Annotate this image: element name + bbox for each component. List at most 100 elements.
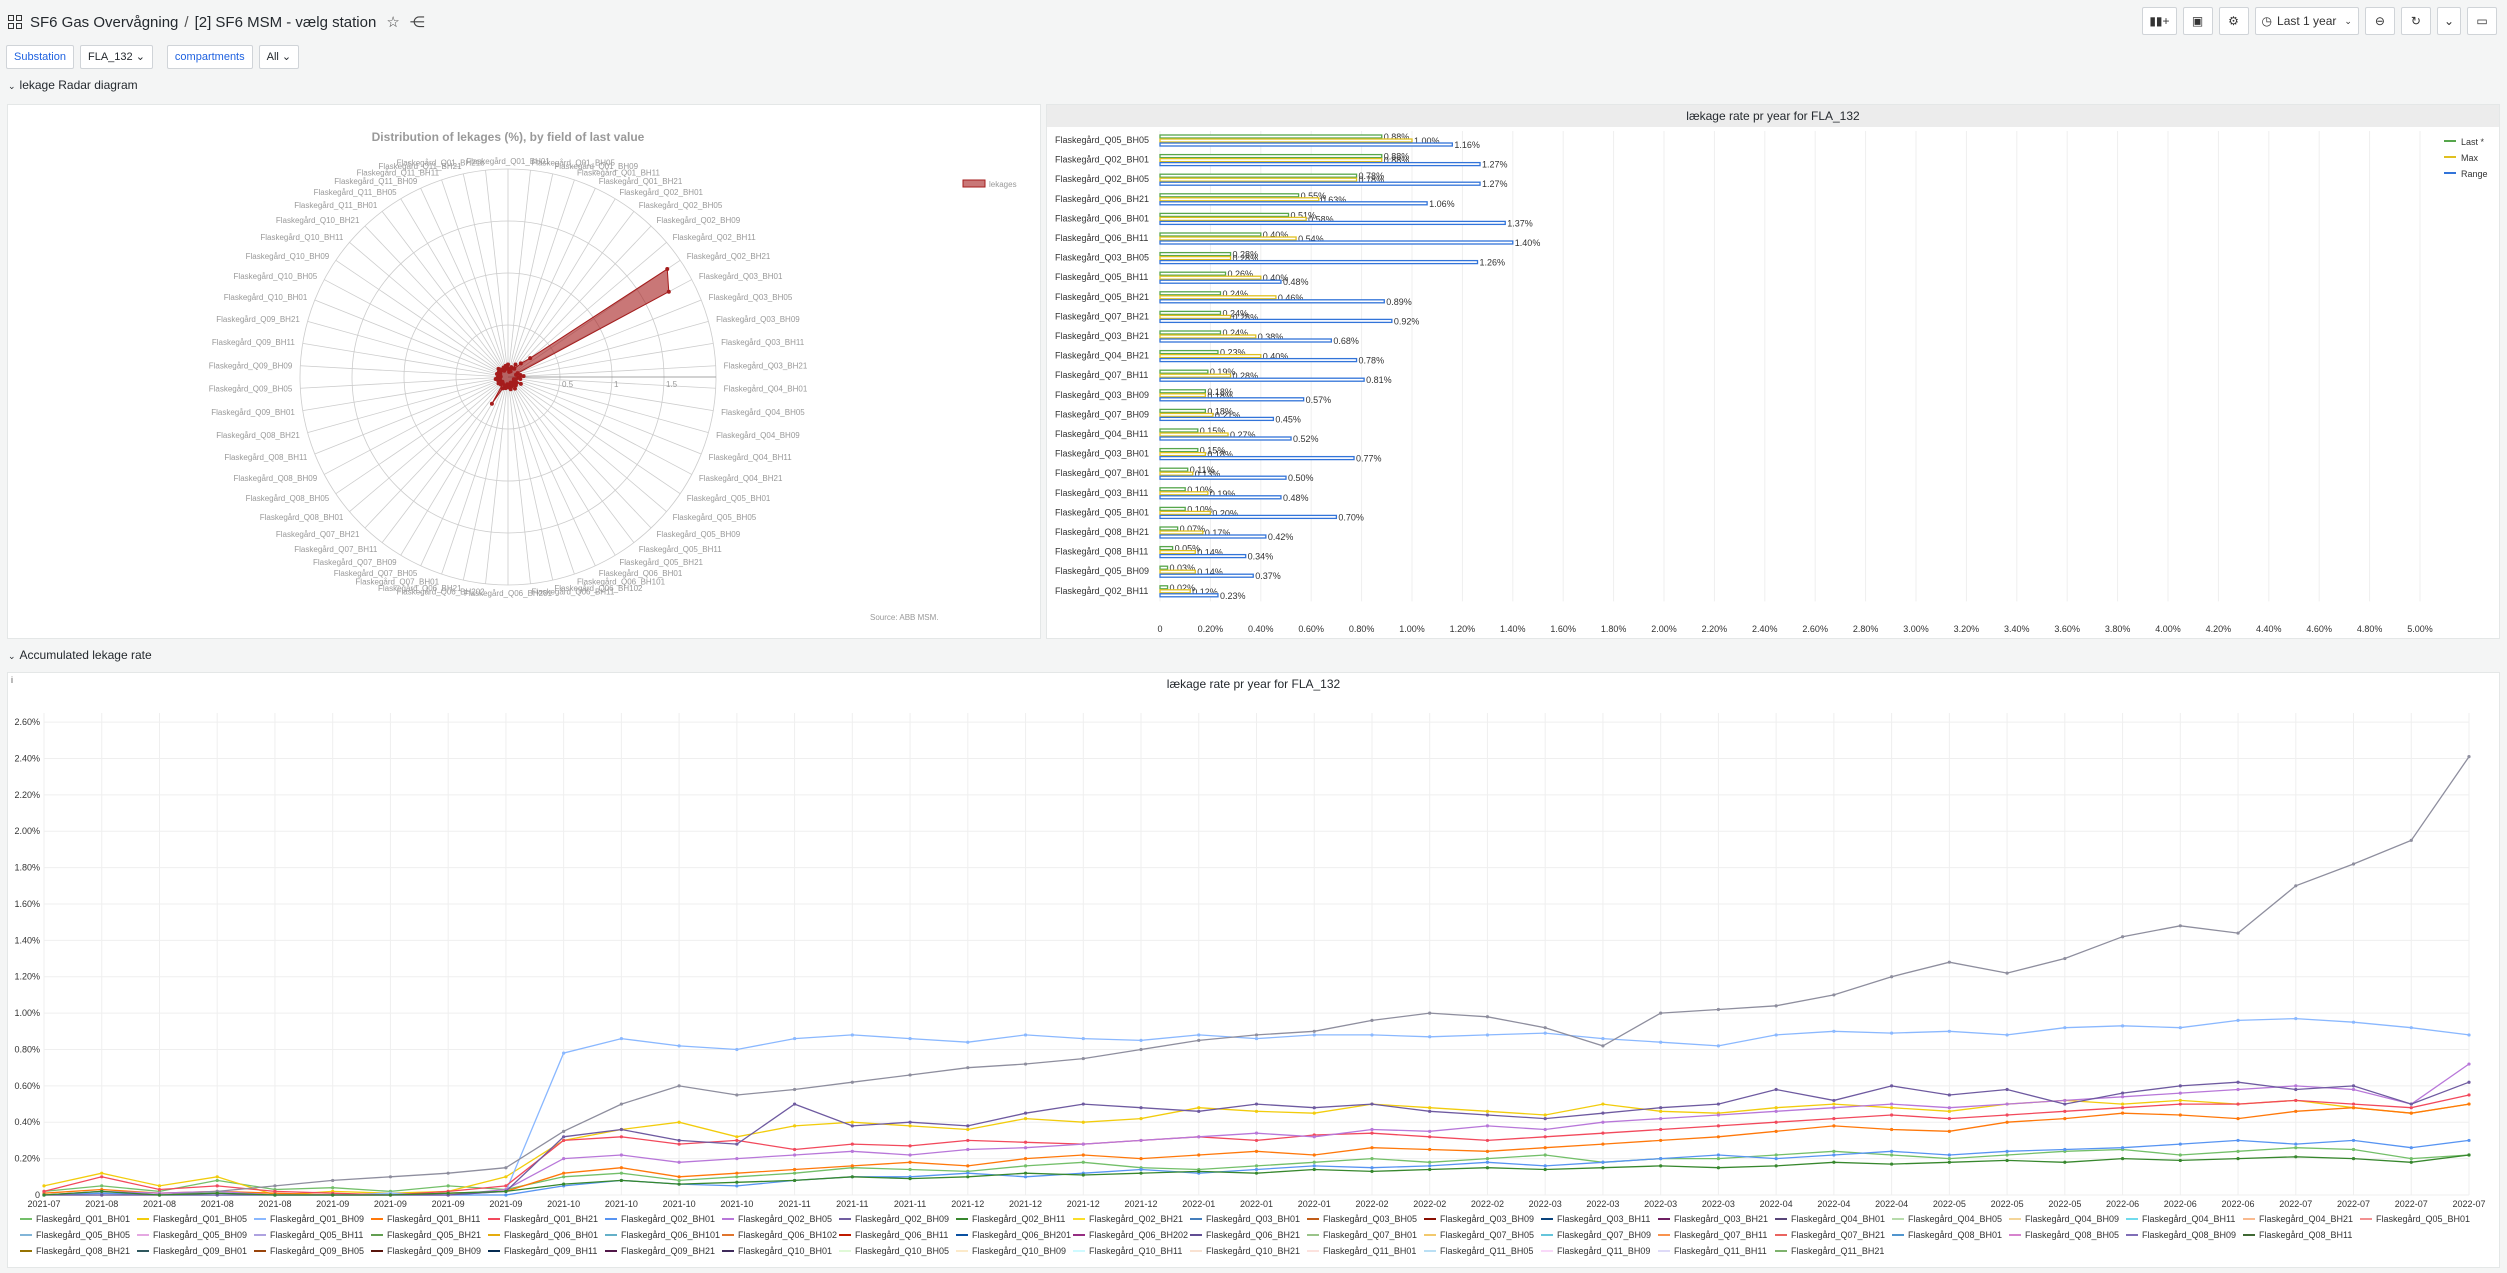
line-point	[562, 1157, 566, 1161]
line-panel-title[interactable]: lækage rate pr year for FLA_132	[1166, 677, 1341, 691]
bar-last	[1159, 369, 1209, 374]
radar-point	[500, 386, 505, 391]
radar-spoke	[507, 320, 709, 378]
bar-category-label: Flaskegård_Q03_BH09	[1055, 390, 1149, 400]
radar-axis-label: Flaskegård_Q03_BH21	[724, 361, 808, 370]
breadcrumb-dashboard[interactable]: [2] SF6 MSM - vælg station	[194, 13, 377, 31]
bar-data-label: 0.28%	[1233, 312, 1259, 322]
line-point	[2178, 1102, 2182, 1106]
info-icon[interactable]: i	[11, 675, 13, 685]
save-icon[interactable]: ▣	[2182, 7, 2213, 35]
bar-data-label: 1.00%	[1414, 136, 1440, 146]
row-radar[interactable]: ⌄ lekage Radar diagram	[8, 78, 138, 92]
row-accum[interactable]: ⌄ Accumulated lekage rate	[8, 648, 152, 662]
bar-panel-title[interactable]: lækage rate pr year for FLA_132	[1047, 105, 2499, 127]
bar-x-tick: 1.20%	[1450, 624, 1476, 634]
line-point	[2120, 1146, 2125, 1150]
line-legend-label: Flaskegård_Q01_BH09	[270, 1214, 364, 1224]
line-x-tick: 2022-03	[1529, 1199, 1562, 1209]
line-point	[1890, 975, 1894, 979]
radar-axis-label: Flaskegård_Q09_BH05	[209, 385, 293, 394]
line-x-tick: 2021-12	[1009, 1199, 1042, 1209]
line-x-tick: 2021-08	[85, 1199, 118, 1209]
line-point	[966, 1175, 970, 1179]
dashboard-grid-icon[interactable]	[8, 15, 22, 29]
line-legend-label: Flaskegård_Q10_BH05	[855, 1246, 949, 1256]
line-legend-label: Flaskegård_Q09_BH05	[270, 1246, 364, 1256]
bar-data-label: 0.54%	[1298, 234, 1324, 244]
line-point	[1716, 1124, 1721, 1128]
bar-max	[1159, 589, 1191, 594]
line-point	[1832, 1124, 1836, 1128]
bar-range	[1159, 573, 1254, 578]
star-icon[interactable]: ☆	[386, 14, 400, 31]
refresh-icon[interactable]: ↻	[2400, 7, 2431, 35]
line-legend-label: Flaskegård_Q11_BH21	[1791, 1246, 1884, 1256]
line-point	[1832, 1149, 1836, 1153]
bar-data-label: 1.27%	[1482, 160, 1508, 170]
substation-select[interactable]: FLA_132 ⌄	[79, 45, 153, 69]
line-legend-label: Flaskegård_Q06_BH101	[621, 1230, 720, 1240]
line-point	[388, 1175, 393, 1179]
radar-point	[505, 366, 510, 371]
line-legend-label: Flaskegård_Q11_BH01	[1323, 1246, 1416, 1256]
line-point	[2409, 1111, 2413, 1115]
chevron-down-icon: ⌄	[2344, 15, 2352, 26]
line-point	[908, 1036, 912, 1041]
line-point	[677, 1084, 681, 1088]
line-legend-label: Flaskegård_Q03_BH21	[1674, 1214, 1768, 1224]
bar-category-label: Flaskegård_Q06_BH01	[1055, 213, 1149, 223]
breadcrumb-folder[interactable]: SF6 Gas Overvågning	[30, 13, 179, 31]
line-legend-label: Flaskegård_Q06_BH102	[738, 1230, 837, 1240]
line-x-tick: 2022-06	[2164, 1199, 2197, 1209]
compartments-select[interactable]: All ⌄	[258, 45, 300, 69]
line-y-tick: 0.80%	[14, 1044, 40, 1054]
zoom-out-icon[interactable]: ⊖	[2364, 7, 2395, 35]
line-point	[2236, 1138, 2240, 1143]
line-legend-label: Flaskegård_Q10_BH01	[738, 1246, 832, 1256]
line-point	[2120, 1095, 2125, 1099]
line-legend-label: Flaskegård_Q07_BH01	[1323, 1230, 1417, 1240]
time-range-picker[interactable]: ◷ Last 1 year ⌄	[2254, 7, 2359, 35]
line-point	[1312, 1111, 1316, 1115]
share-icon[interactable]: ⋲	[409, 14, 425, 31]
bar-last	[1159, 291, 1222, 296]
line-point	[2005, 1087, 2009, 1092]
line-point	[1832, 1098, 1836, 1103]
line-panel: i lækage rate pr year for FLA_132 0 0.20%…	[7, 672, 2500, 1268]
bar-x-tick: 1.40%	[1500, 624, 1526, 634]
gear-icon[interactable]: ⚙	[2218, 7, 2249, 35]
line-point	[1543, 1113, 1547, 1117]
line-point	[1601, 1160, 1605, 1164]
radar-axis-label: Flaskegård_Q06_BH201	[464, 589, 553, 598]
line-point	[2467, 1080, 2471, 1084]
line-x-tick: 2022-01	[1182, 1199, 1215, 1209]
line-point	[1023, 1146, 1028, 1150]
tv-icon[interactable]: ▭	[2467, 7, 2497, 35]
line-legend-label: Flaskegård_Q02_BH21	[1089, 1214, 1183, 1224]
bar-last	[1159, 232, 1262, 237]
radar-spoke	[507, 376, 635, 543]
bar-max	[1159, 275, 1262, 280]
radar-spoke	[507, 376, 709, 434]
line-y-tick: 0.60%	[14, 1081, 40, 1091]
line-y-tick: 1.00%	[14, 1008, 40, 1018]
bar-category-label: Flaskegård_Q04_BH21	[1055, 351, 1149, 361]
refresh-interval-dropdown[interactable]: ⌄	[2436, 7, 2461, 35]
line-point	[1023, 1157, 1028, 1161]
radar-axis-label: Flaskegård_Q05_BH01	[687, 494, 771, 503]
bar-range	[1159, 416, 1275, 422]
line-point	[2120, 935, 2125, 939]
bar-data-label: 0.24%	[1222, 289, 1248, 299]
line-point	[2351, 1157, 2356, 1161]
add-panel-icon[interactable]: ▮▮+	[2142, 7, 2177, 35]
line-point	[2236, 1149, 2240, 1153]
radar-spoke	[507, 170, 531, 378]
line-point	[1370, 1033, 1374, 1037]
radar-point	[518, 377, 523, 382]
line-point	[1023, 1033, 1028, 1037]
line-point	[1428, 1129, 1432, 1133]
line-x-tick: 2022-02	[1413, 1199, 1446, 1209]
line-point	[1139, 1167, 1143, 1172]
line-point	[1254, 1138, 1259, 1143]
